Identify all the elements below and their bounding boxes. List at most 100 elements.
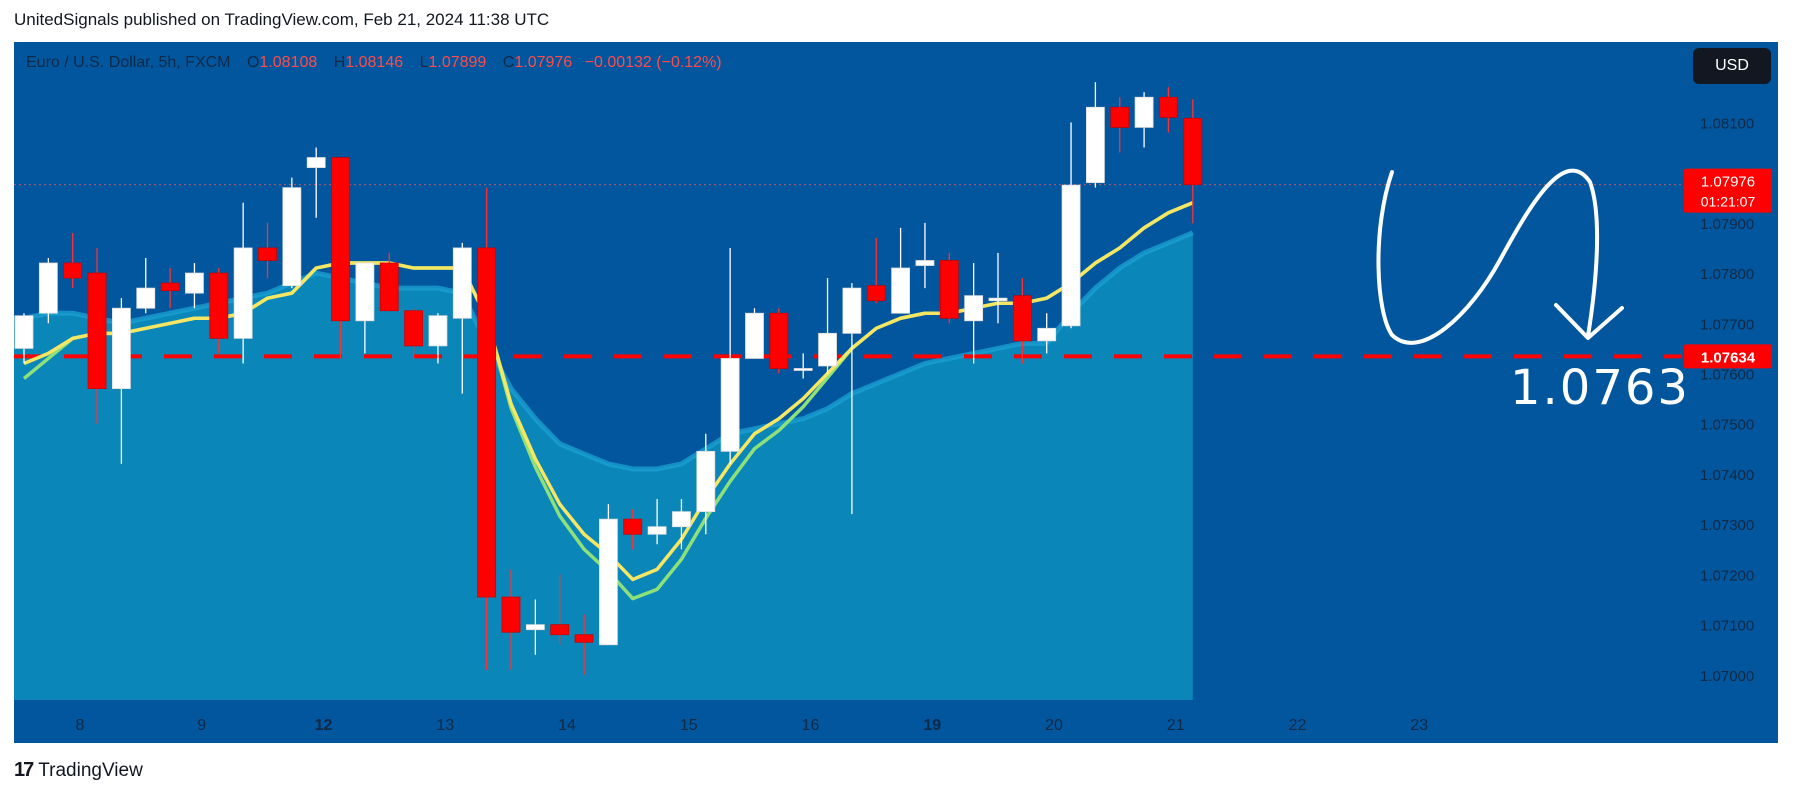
horizontal-level-line [14, 184, 1682, 359]
candle [428, 313, 448, 364]
candle-body [331, 157, 350, 322]
candle [550, 574, 570, 645]
x-tick-label: 23 [1410, 717, 1428, 734]
y-tick-label: 1.07700 [1700, 316, 1754, 333]
candle-body [355, 262, 375, 322]
candle-body [891, 267, 910, 314]
candle-body [842, 287, 862, 334]
current-price-value: 1.07976 [1701, 174, 1755, 191]
candle [793, 353, 813, 379]
candle-body [866, 285, 886, 302]
candle-body [1134, 96, 1154, 128]
candle-body [404, 310, 424, 347]
candle [63, 232, 83, 289]
candle-body [550, 624, 570, 636]
candle-body [428, 315, 448, 347]
level-badge-bg [1684, 344, 1772, 369]
y-tick-label: 1.07500 [1700, 417, 1754, 434]
candle-body [1159, 96, 1178, 118]
candle-body [988, 297, 1008, 302]
symbol-ohlc-line: Euro / U.S. Dollar, 5h, FXCM O1.08108 H1… [26, 54, 722, 72]
candle-body [525, 624, 545, 631]
close-label: C [502, 54, 515, 71]
candle [404, 308, 424, 359]
candle [160, 268, 180, 309]
candle [1110, 97, 1130, 153]
candle [1183, 99, 1203, 224]
tradingview-logo[interactable]: 17 TradingView [14, 759, 143, 782]
high-value: 1.08146 [345, 54, 404, 71]
candle-body [696, 450, 716, 513]
level-price-badge: 1.07634 [1684, 344, 1772, 369]
candle [818, 278, 837, 374]
candle-body [38, 262, 58, 314]
brand-name: TradingView [38, 759, 143, 781]
candle [915, 222, 935, 289]
candle [331, 157, 350, 359]
candle [38, 257, 58, 324]
tradingview-mark-icon: 17 [14, 759, 34, 781]
close-value: 1.07976 [514, 54, 573, 71]
candle [282, 177, 302, 289]
y-tick-label: 1.07900 [1700, 216, 1754, 233]
candle-body [793, 368, 813, 371]
annotation-price-label: 1.0763 [1510, 360, 1690, 416]
candle-body [964, 295, 984, 322]
candle-body [160, 282, 180, 292]
candle-body [185, 272, 204, 294]
candle [745, 308, 764, 359]
high-label: H [333, 54, 346, 71]
candle [696, 433, 716, 535]
area-band [14, 230, 1194, 700]
x-tick-label: 22 [1289, 717, 1307, 734]
candle [306, 147, 326, 218]
candle [623, 509, 643, 550]
candle-body [63, 262, 83, 279]
candle [842, 283, 862, 515]
area-upper-line [14, 230, 1194, 472]
candle [964, 263, 984, 364]
x-tick-label: 16 [802, 717, 820, 734]
bar-countdown: 01:21:07 [1701, 194, 1756, 210]
candle-body [1061, 184, 1081, 327]
x-tick-label: 15 [680, 717, 698, 734]
y-tick-label: 1.08100 [1700, 115, 1754, 132]
candle-body [306, 157, 326, 168]
candle-body [233, 247, 253, 339]
candle [233, 202, 253, 364]
candle [185, 263, 204, 309]
candle-body [379, 262, 399, 312]
candle [720, 247, 740, 464]
x-tick-label: 14 [558, 717, 576, 734]
candle-body [14, 315, 34, 349]
candle [647, 499, 667, 545]
x-tick-label: 8 [76, 717, 85, 734]
publisher-line: UnitedSignals published on TradingView.c… [14, 10, 550, 29]
currency-button[interactable]: USD [1693, 48, 1771, 84]
drawing-annotation [1376, 168, 1624, 345]
x-tick-label: 9 [197, 717, 206, 734]
time-axis-strip [14, 700, 1682, 743]
candle-body [477, 247, 497, 598]
candle-body [647, 526, 667, 535]
candle [574, 614, 594, 675]
candle [1037, 313, 1057, 354]
open-label: O [246, 54, 260, 71]
low-label: L [419, 54, 429, 71]
y-tick-label: 1.07600 [1700, 367, 1754, 384]
candle [1061, 122, 1081, 329]
candle [112, 298, 131, 464]
candle-body [501, 596, 521, 633]
candle [452, 242, 472, 394]
candle [672, 499, 691, 550]
candle [891, 227, 910, 314]
candle [1086, 82, 1105, 188]
candle-body [818, 332, 837, 367]
candle [379, 252, 399, 312]
candle [599, 504, 618, 646]
current-price-badge-bg [1684, 168, 1772, 213]
level-badge-value: 1.07634 [1701, 349, 1756, 366]
candle-body [282, 187, 302, 287]
candle-body [623, 518, 643, 535]
